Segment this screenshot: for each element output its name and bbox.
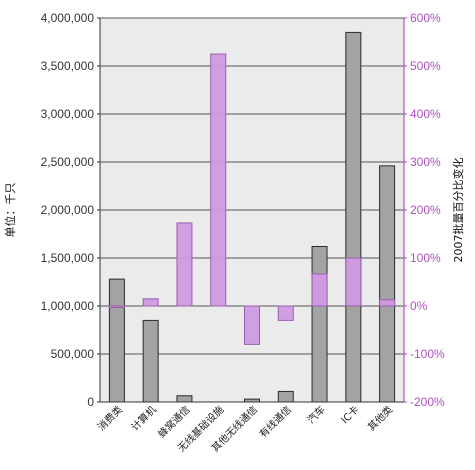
volume-bar	[345, 31, 362, 403]
category-label: 有线通信	[256, 403, 293, 440]
left-axis-ticks: 0 500,000 1,000,000 1,500,000 2,000,000 2,500…	[41, 11, 100, 409]
right-tick-label: 0%	[410, 299, 428, 313]
volume-bar	[379, 165, 396, 403]
change-bar	[210, 53, 227, 307]
right-tick-label: -100%	[410, 347, 445, 361]
left-tick-label: 1,500,000	[41, 251, 95, 265]
volume-bar	[108, 278, 125, 403]
change-bar	[108, 305, 125, 308]
category-label: IC卡	[338, 403, 361, 426]
right-tick-label: 100%	[410, 251, 441, 265]
volume-bar	[277, 390, 294, 403]
change-bar	[176, 222, 193, 307]
volume-bars	[108, 31, 396, 403]
right-tick-label: 400%	[410, 107, 441, 121]
left-tick-label: 1,000,000	[41, 299, 95, 313]
change-bar	[142, 298, 159, 307]
right-tick-label: 600%	[410, 11, 441, 25]
left-tick-label: 2,500,000	[41, 155, 95, 169]
change-bar	[311, 273, 328, 307]
left-tick-label: 2,000,000	[41, 203, 95, 217]
category-label: 其他类	[365, 403, 395, 433]
left-tick-label: 4,000,000	[41, 11, 95, 25]
change-bar	[277, 305, 294, 321]
category-label: 汽车	[304, 403, 327, 426]
left-tick-label: 500,000	[51, 347, 95, 361]
volume-bar	[176, 395, 193, 403]
change-bars	[108, 53, 396, 345]
change-bar	[379, 299, 396, 307]
right-axis-title: 2007批量百分比变化	[451, 158, 465, 263]
left-tick-label: 3,000,000	[41, 107, 95, 121]
change-bar	[345, 257, 362, 307]
left-tick-label: 3,500,000	[41, 59, 95, 73]
right-axis-ticks: -200% -100% 0% 100% 200% 300% 400% 500% 600%	[404, 11, 445, 409]
right-tick-label: 300%	[410, 155, 441, 169]
volume-bar	[142, 319, 159, 403]
category-label: 消费类	[95, 403, 125, 433]
right-tick-label: 500%	[410, 59, 441, 73]
left-tick-label: 0	[87, 395, 94, 409]
change-bar	[244, 305, 260, 345]
right-tick-label: 200%	[410, 203, 441, 217]
volume-bar	[311, 245, 328, 403]
left-axis-title: 单位：千只	[3, 183, 17, 238]
right-tick-label: -200%	[410, 395, 445, 409]
category-label: 计算机	[128, 403, 158, 433]
